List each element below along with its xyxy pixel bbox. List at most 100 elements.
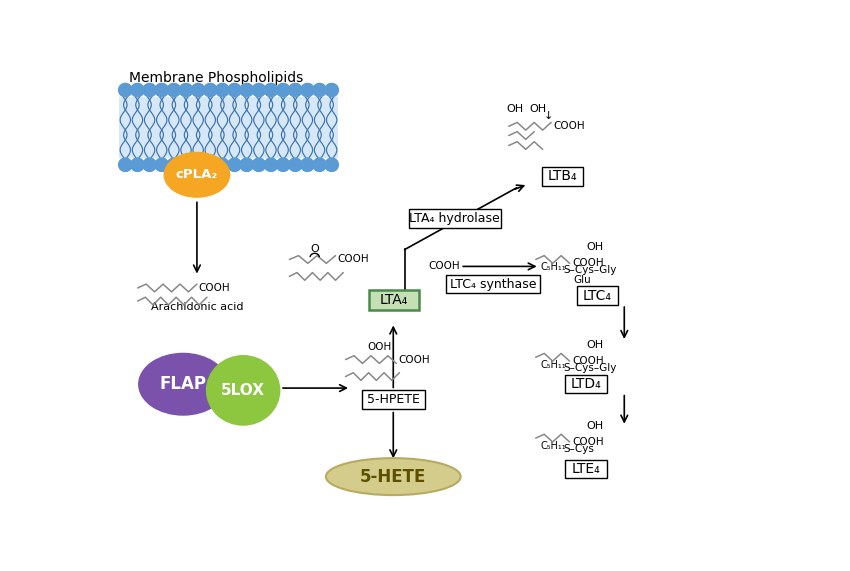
Circle shape: [313, 83, 326, 96]
Circle shape: [313, 158, 326, 171]
Circle shape: [216, 83, 229, 96]
Circle shape: [301, 158, 314, 171]
Ellipse shape: [164, 152, 230, 197]
Text: COOH: COOH: [337, 255, 370, 264]
Text: LTA₄: LTA₄: [380, 293, 408, 307]
Text: S–Cys: S–Cys: [564, 444, 594, 454]
Ellipse shape: [139, 353, 227, 415]
Text: OH: OH: [530, 104, 547, 114]
Circle shape: [326, 158, 338, 171]
Text: 5-HPETE: 5-HPETE: [367, 393, 420, 406]
Text: COOH: COOH: [198, 283, 230, 293]
Text: C₅H₁₁: C₅H₁₁: [541, 441, 566, 451]
Circle shape: [276, 158, 290, 171]
Text: C₅H₁₁: C₅H₁₁: [541, 360, 566, 370]
Text: COOH: COOH: [428, 262, 460, 271]
Circle shape: [204, 83, 217, 96]
Text: LTB₄: LTB₄: [548, 170, 577, 183]
Text: O: O: [310, 244, 319, 254]
Text: LTA₄ hydrolase: LTA₄ hydrolase: [410, 212, 501, 225]
Ellipse shape: [326, 458, 461, 495]
Circle shape: [204, 83, 217, 96]
Circle shape: [167, 83, 180, 96]
FancyBboxPatch shape: [409, 210, 501, 228]
Circle shape: [191, 158, 205, 171]
Circle shape: [131, 158, 144, 171]
Circle shape: [191, 83, 205, 96]
Text: COOH: COOH: [398, 355, 429, 364]
Circle shape: [241, 83, 253, 96]
Circle shape: [156, 158, 168, 171]
Circle shape: [276, 83, 290, 96]
Circle shape: [301, 158, 314, 171]
Circle shape: [216, 158, 229, 171]
Circle shape: [156, 83, 168, 96]
Text: S–Cys–Gly: S–Cys–Gly: [564, 363, 617, 373]
Circle shape: [119, 158, 132, 171]
Circle shape: [216, 158, 229, 171]
FancyBboxPatch shape: [565, 460, 607, 478]
Text: LTE₄: LTE₄: [571, 462, 600, 476]
Text: LTC₄ synthase: LTC₄ synthase: [450, 278, 536, 291]
Circle shape: [131, 83, 144, 96]
FancyBboxPatch shape: [119, 96, 338, 158]
FancyBboxPatch shape: [542, 167, 583, 186]
Circle shape: [167, 83, 180, 96]
Circle shape: [276, 158, 290, 171]
Circle shape: [131, 158, 144, 171]
Circle shape: [119, 158, 132, 171]
Circle shape: [228, 83, 241, 96]
Circle shape: [179, 83, 193, 96]
Text: COOH: COOH: [572, 437, 604, 447]
Circle shape: [143, 158, 156, 171]
Circle shape: [143, 83, 156, 96]
Circle shape: [131, 83, 144, 96]
Circle shape: [204, 158, 217, 171]
FancyBboxPatch shape: [446, 275, 541, 293]
Circle shape: [241, 83, 253, 96]
Circle shape: [301, 83, 314, 96]
Text: S–Cys–Gly: S–Cys–Gly: [564, 266, 617, 275]
Text: OH: OH: [507, 104, 524, 114]
Circle shape: [179, 83, 193, 96]
Circle shape: [228, 158, 241, 171]
Circle shape: [252, 83, 265, 96]
Text: COOH: COOH: [553, 121, 585, 131]
Text: OH: OH: [586, 242, 604, 252]
Text: OH: OH: [586, 421, 604, 431]
Circle shape: [252, 158, 265, 171]
Text: 5LOX: 5LOX: [221, 383, 265, 398]
Circle shape: [241, 158, 253, 171]
Circle shape: [264, 158, 278, 171]
Circle shape: [313, 158, 326, 171]
Text: COOH: COOH: [572, 258, 604, 268]
Circle shape: [264, 83, 278, 96]
Circle shape: [264, 83, 278, 96]
Text: Membrane Phospholipids: Membrane Phospholipids: [129, 71, 303, 85]
Text: FLAP: FLAP: [160, 375, 207, 393]
Circle shape: [326, 83, 338, 96]
Text: COOH: COOH: [572, 356, 604, 366]
Circle shape: [289, 83, 302, 96]
FancyBboxPatch shape: [565, 375, 607, 393]
Circle shape: [167, 158, 180, 171]
Circle shape: [289, 158, 302, 171]
Circle shape: [119, 83, 132, 96]
Text: OH: OH: [586, 340, 604, 350]
Text: cPLA₂: cPLA₂: [176, 168, 218, 181]
Ellipse shape: [207, 356, 280, 425]
Circle shape: [179, 158, 193, 171]
Circle shape: [216, 83, 229, 96]
Circle shape: [313, 83, 326, 96]
Text: OOH: OOH: [367, 343, 391, 352]
Circle shape: [191, 83, 205, 96]
FancyBboxPatch shape: [369, 290, 419, 310]
Circle shape: [119, 83, 132, 96]
Circle shape: [276, 83, 290, 96]
Circle shape: [326, 83, 338, 96]
Text: ↓: ↓: [544, 111, 553, 120]
Circle shape: [289, 158, 302, 171]
Circle shape: [143, 158, 156, 171]
Circle shape: [301, 83, 314, 96]
FancyBboxPatch shape: [362, 391, 425, 409]
